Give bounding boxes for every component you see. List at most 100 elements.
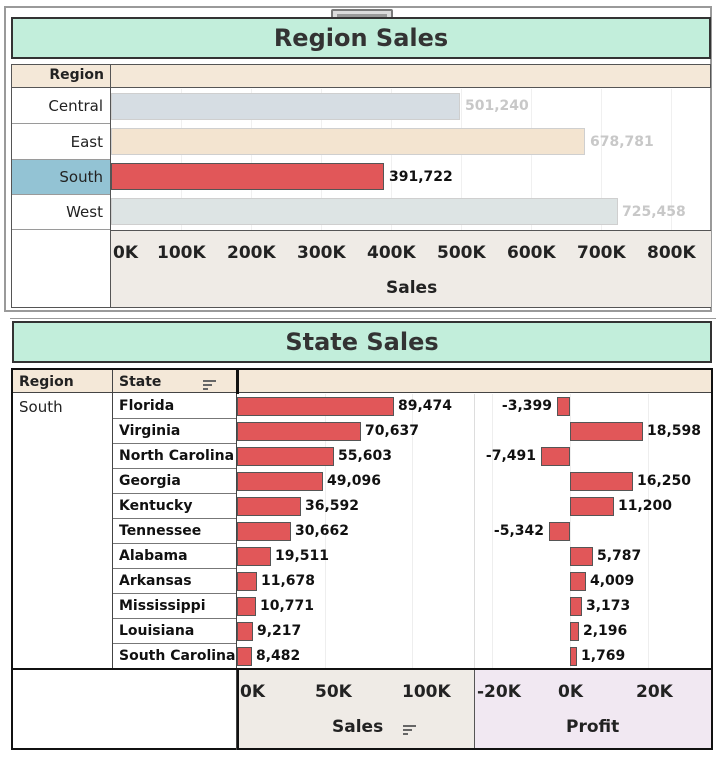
sales-bar[interactable] bbox=[237, 622, 253, 641]
sales-bar[interactable] bbox=[237, 547, 271, 566]
sales-bar[interactable] bbox=[237, 497, 301, 516]
sales-bar[interactable] bbox=[237, 522, 291, 541]
gridline bbox=[251, 89, 252, 230]
profit-value-label: -7,491 bbox=[485, 448, 536, 464]
axis-tick-label: 600K bbox=[507, 243, 556, 263]
profit-tick-label: 20K bbox=[636, 682, 673, 702]
profit-bar[interactable] bbox=[570, 622, 579, 641]
profit-axis-title: Profit bbox=[566, 717, 620, 737]
profit-value-label: 5,787 bbox=[597, 548, 642, 564]
gridline bbox=[324, 394, 326, 669]
row-separator bbox=[113, 568, 236, 569]
region-row-label[interactable]: East bbox=[12, 124, 110, 160]
profit-value-label: 4,009 bbox=[590, 573, 635, 589]
region-column-header: Region bbox=[49, 67, 104, 83]
state-sales-title: State Sales bbox=[12, 321, 712, 363]
bar-east[interactable] bbox=[111, 128, 585, 155]
row-separator bbox=[113, 618, 236, 619]
axis-tick-label: 300K bbox=[297, 243, 346, 263]
profit-bar[interactable] bbox=[570, 572, 586, 591]
profit-bar[interactable] bbox=[570, 422, 643, 441]
column-divider bbox=[236, 394, 237, 750]
region-row-label[interactable]: Central bbox=[12, 89, 110, 124]
region-cell: South bbox=[19, 398, 63, 416]
axis-tick-label: 700K bbox=[577, 243, 626, 263]
bar-central[interactable] bbox=[111, 93, 460, 120]
profit-value-label: 16,250 bbox=[637, 473, 692, 489]
row-separator bbox=[113, 643, 236, 644]
sales-value-label: 30,662 bbox=[295, 523, 350, 539]
state-name[interactable]: Arkansas bbox=[119, 573, 192, 589]
gridline bbox=[391, 89, 392, 230]
row-separator bbox=[113, 518, 236, 519]
profit-value-label: 2,196 bbox=[583, 623, 628, 639]
row-separator bbox=[113, 543, 236, 544]
region-chart-plot-area bbox=[111, 89, 711, 230]
region-row-label[interactable]: West bbox=[12, 195, 110, 230]
state-name[interactable]: Louisiana bbox=[119, 623, 195, 639]
state-column-header[interactable]: State bbox=[119, 374, 162, 390]
profit-axis bbox=[474, 670, 711, 748]
sort-icon[interactable] bbox=[203, 380, 216, 390]
header-divider bbox=[236, 370, 239, 394]
sales-bar[interactable] bbox=[237, 472, 323, 491]
bar-value-label-west: 725,458 bbox=[622, 204, 686, 220]
section-divider bbox=[10, 318, 716, 319]
region-sales-title: Region Sales bbox=[11, 17, 711, 59]
sales-bar[interactable] bbox=[237, 397, 394, 416]
profit-bar[interactable] bbox=[570, 497, 614, 516]
sales-bar[interactable] bbox=[237, 447, 334, 466]
sales-value-label: 10,771 bbox=[260, 598, 315, 614]
sales-bar[interactable] bbox=[237, 597, 256, 616]
profit-value-label: -3,399 bbox=[501, 398, 552, 414]
sales-tick-label: 50K bbox=[315, 682, 352, 702]
axis-tick-label: 800K bbox=[647, 243, 696, 263]
axis-line bbox=[111, 230, 711, 231]
bar-west[interactable] bbox=[111, 198, 618, 225]
row-separator bbox=[113, 443, 236, 444]
profit-bar[interactable] bbox=[570, 472, 633, 491]
state-name[interactable]: North Carolina bbox=[119, 448, 235, 464]
sales-bar[interactable] bbox=[237, 647, 252, 666]
state-name[interactable]: South Carolina bbox=[119, 648, 236, 664]
profit-bar[interactable] bbox=[570, 597, 582, 616]
pane-divider bbox=[474, 394, 475, 668]
state-name[interactable]: Kentucky bbox=[119, 498, 193, 514]
bar-value-label-central: 501,240 bbox=[465, 98, 529, 114]
header-divider bbox=[110, 64, 111, 88]
state-name[interactable]: Tennessee bbox=[119, 523, 202, 539]
region-column-header: Region bbox=[19, 374, 74, 390]
state-name[interactable]: Virginia bbox=[119, 423, 181, 439]
sales-tick-label: 0K bbox=[240, 682, 266, 702]
gridline bbox=[601, 89, 602, 230]
bar-south[interactable] bbox=[111, 163, 384, 190]
gridline bbox=[531, 89, 532, 230]
region-sales-dashboard-frame bbox=[4, 6, 712, 312]
axis-line bbox=[13, 668, 711, 670]
sort-icon[interactable] bbox=[403, 725, 417, 735]
profit-bar[interactable] bbox=[557, 397, 570, 416]
profit-value-label: -5,342 bbox=[493, 523, 544, 539]
sales-value-label: 89,474 bbox=[398, 398, 453, 414]
gridline bbox=[461, 89, 462, 230]
gridline bbox=[570, 394, 571, 669]
state-name[interactable]: Georgia bbox=[119, 473, 181, 489]
profit-bar[interactable] bbox=[549, 522, 570, 541]
state-name[interactable]: Alabama bbox=[119, 548, 188, 564]
region-label-column bbox=[11, 88, 111, 308]
state-name[interactable]: Mississippi bbox=[119, 598, 206, 614]
profit-bar[interactable] bbox=[541, 447, 570, 466]
gridline bbox=[412, 394, 413, 669]
sales-bar[interactable] bbox=[237, 422, 361, 441]
profit-tick-label: -20K bbox=[477, 682, 521, 702]
sales-value-label: 9,217 bbox=[257, 623, 302, 639]
profit-value-label: 11,200 bbox=[618, 498, 673, 514]
sales-bar[interactable] bbox=[237, 572, 257, 591]
gridline bbox=[671, 89, 672, 230]
region-row-label-selected[interactable]: South bbox=[12, 160, 110, 195]
bar-value-label-east: 678,781 bbox=[590, 134, 654, 150]
state-name[interactable]: Florida bbox=[119, 398, 175, 414]
profit-bar[interactable] bbox=[570, 547, 593, 566]
profit-bar[interactable] bbox=[570, 647, 577, 666]
sales-value-label: 11,678 bbox=[261, 573, 316, 589]
